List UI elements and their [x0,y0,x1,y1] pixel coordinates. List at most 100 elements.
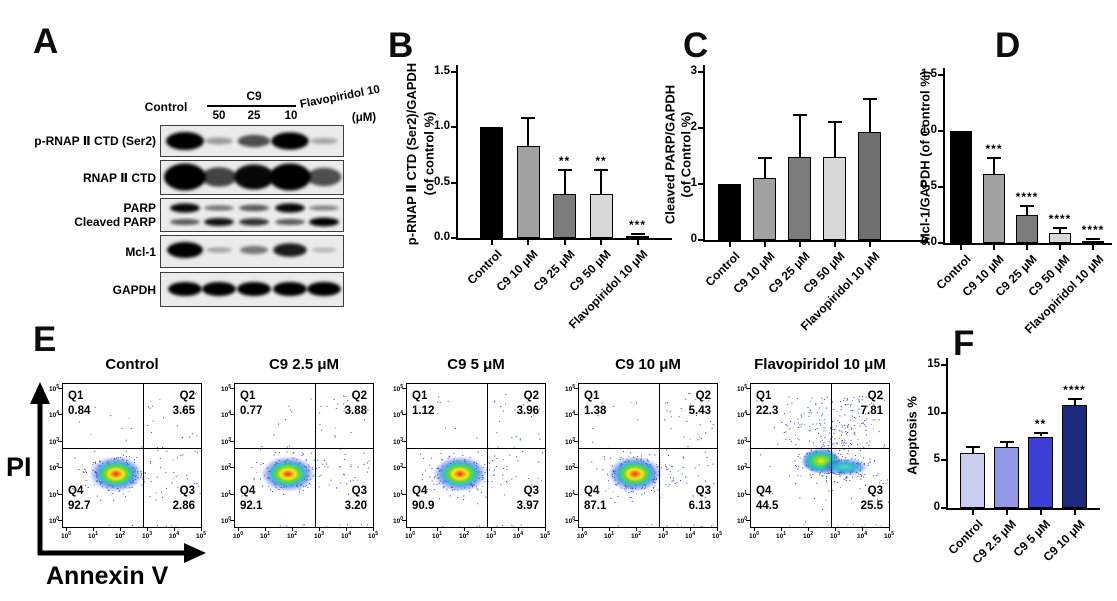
blot-strip [160,235,344,268]
x-log-tick-label: 100 [232,531,243,541]
y-log-tick-label: 101 [564,489,575,499]
y-log-tick-mark [746,388,750,389]
unit-label: (μM) [351,112,377,124]
error-bar-line [993,157,995,174]
significance-stars: ** [1034,417,1047,432]
quadrant-q1-value: 0.77 [240,405,263,417]
y-tick-mark [938,130,944,132]
treatment-group-underline [207,105,296,107]
blot-band [204,205,234,211]
quadrant-q2-value: 3.65 [172,405,195,417]
error-bar-line [600,170,602,194]
y-log-tick-label: 102 [392,463,403,473]
quadrant-q2-label: Q2 [179,390,195,402]
blot-row-label-line: PARP [123,201,156,215]
x-log-tick-label: 100 [404,531,415,541]
blot-band [167,242,203,258]
y-log-tick-mark [230,467,234,469]
x-log-tick-mark [663,528,664,531]
error-bar-line [1073,399,1076,406]
blot-band [164,163,206,191]
quadrant-line-vertical [830,384,833,527]
panel-letter-A: A [33,22,59,61]
x-log-tick-label: 101 [431,531,442,541]
y-log-tick-label: 105 [48,384,59,394]
quadrant-q3-label: Q3 [179,485,195,497]
y-tick-mark [451,126,457,129]
quadrant-q4-label: Q4 [68,485,84,497]
y-log-tick-mark [58,388,62,389]
blot-band [310,137,338,145]
quadrant-q1-value: 1.38 [584,405,607,417]
y-log-tick-mark [230,520,234,521]
x-log-tick-mark [636,528,637,531]
flow-plot: Q1 1.12 Q2 3.96 Q4 90.9 Q3 3.97 [406,383,546,528]
y-tick-label: 15 [927,358,940,370]
x-log-tick-label: 104 [512,531,523,541]
error-bar-cap [987,156,1001,159]
y-log-tick-label: 102 [220,463,231,473]
error-bar-line [763,157,766,178]
x-log-tick-label: 102 [114,531,125,541]
x-log-tick-label: 105 [367,531,378,541]
flow-plot: Q1 22.3 Q2 7.81 Q4 44.5 Q3 25.5 [750,383,890,528]
y-tick-label: 1 [690,177,697,189]
quadrant-q1-label: Q1 [412,390,428,402]
error-bar-line [563,170,566,194]
panel-letter-F: F [953,324,975,363]
blot-band [273,282,307,296]
error-bar-cap [999,440,1014,443]
x-log-tick-label: 102 [630,531,641,541]
y-tick-label: 0.5 [921,180,937,192]
chart-B-pRNAP-quantification: p-RNAP Ⅱ CTD (Ser2)/GAPDH (of control %) 0… [398,40,698,370]
x-tick-mark [527,240,529,245]
y-log-tick-label: 103 [48,436,59,446]
density-cloud-secondary [822,458,868,476]
x-tick-mark [763,242,766,247]
x-log-tick-label: 103 [485,531,496,541]
x-log-tick-mark [518,528,519,531]
blot-band [166,132,204,150]
x-log-tick-mark [437,528,438,531]
significance-stars: *** [985,141,1003,156]
bar [626,235,649,238]
western-blot-panel: Control C9 50 25 10 Flavopiridol 10 (μM) p-RNAP… [0,0,400,330]
error-bar-cap [630,232,645,235]
quadrant-q1-value: 1.12 [412,405,435,417]
lane-header-control: Control [144,100,188,114]
error-bar-line [1039,433,1042,437]
significance-stars: ** [558,154,571,169]
y-log-tick-mark [58,493,62,495]
y-log-tick-label: 104 [48,410,59,420]
error-bar-cap [521,117,535,120]
y-tick-label: 1.0 [921,124,937,136]
bar [994,446,1019,508]
x-log-tick-label: 105 [195,531,206,541]
x-log-tick-mark [545,528,546,531]
x-tick-mark [1073,510,1076,515]
y-tick-label: 0.0 [434,231,450,243]
blot-band [202,282,236,296]
y-log-tick-label: 100 [48,516,59,526]
flow-y-axis-label: PI [6,452,32,482]
bar [553,193,576,238]
significance-stars: **** [1081,223,1105,238]
y-log-tick-mark [402,520,406,521]
error-bar-line [971,446,974,453]
lane-header-flavopiridol: Flavopiridol 10 [299,83,381,111]
bar [858,131,881,240]
x-axis-line [946,508,1100,510]
x-log-tick-mark [754,528,755,531]
y-log-tick-mark [230,388,234,389]
y-log-tick-mark [58,467,62,469]
blot-band [168,282,202,296]
x-tick-mark [798,242,801,247]
y-log-tick-label: 103 [564,436,575,446]
y-log-tick-label: 103 [736,436,747,446]
y-tick-label: 1.5 [921,68,937,80]
y-tick-mark [698,127,704,129]
bar [950,131,972,243]
x-log-tick-mark [265,528,266,531]
x-log-tick-label: 104 [340,531,351,541]
blot-row-label: PARP Cleaved PARP [10,201,156,229]
